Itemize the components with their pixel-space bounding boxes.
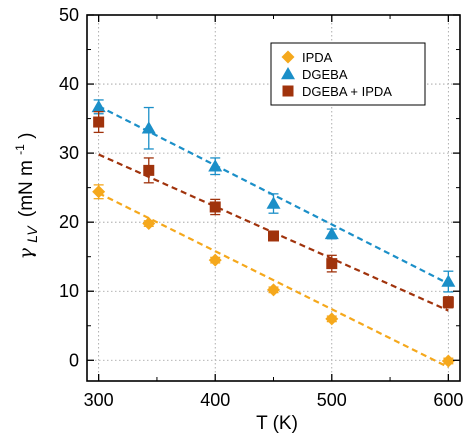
square-marker [209, 201, 221, 213]
ipda-series [92, 184, 455, 368]
legend-dgeba-ipda-marker [282, 85, 294, 97]
y-axis-unit-close: ) [16, 133, 37, 139]
y-axis-exponent: -1 [13, 144, 27, 155]
legend-dgeba-marker [281, 67, 295, 80]
y-tick-label: 0 [69, 350, 79, 370]
legend-dgeba-label: DGEBA [302, 67, 348, 82]
dgeba-ipda-series [93, 111, 454, 309]
y-axis-unit: (mN m [16, 160, 37, 217]
y-axis-symbol: γ [15, 247, 37, 259]
x-tick-label: 300 [84, 390, 114, 410]
x-tick-label: 600 [433, 390, 463, 410]
triangle-marker [441, 274, 456, 287]
legend: IPDA DGEBA DGEBA + IPDA [270, 42, 426, 106]
diamond-marker [208, 253, 222, 267]
square-marker [326, 258, 338, 270]
y-tick-labels: 0 10 20 30 40 50 [59, 5, 79, 370]
triangle-marker [141, 121, 156, 134]
square-marker [442, 296, 454, 308]
diamond-marker [441, 354, 455, 368]
triangle-marker [91, 99, 106, 113]
x-tick-labels: 300 400 500 600 [84, 390, 464, 410]
x-tick-label: 400 [200, 390, 230, 410]
y-tick-label: 20 [59, 212, 79, 232]
diamond-marker [142, 217, 156, 231]
x-tick-label: 500 [317, 390, 347, 410]
legend-dgeba-ipda-label: DGEBA + IPDA [302, 84, 392, 99]
square-marker [268, 230, 279, 242]
square-marker [143, 164, 155, 176]
legend-ipda-label: IPDA [302, 50, 333, 65]
y-tick-label: 40 [59, 74, 79, 94]
y-tick-label: 30 [59, 143, 79, 163]
triangle-marker [324, 226, 339, 240]
diamond-marker [325, 312, 339, 326]
y-axis-subscript: LV [24, 225, 40, 243]
dgeba-series [91, 99, 456, 293]
x-axis-label: T (K) [256, 413, 298, 434]
y-tick-label: 10 [59, 281, 79, 301]
diamond-marker [267, 283, 280, 297]
square-marker [93, 116, 105, 128]
legend-ipda-marker [281, 50, 295, 64]
ipda-fit-line [98, 192, 449, 369]
dgeba-fit-line [98, 105, 449, 285]
triangle-marker [208, 159, 223, 172]
data-points [91, 99, 456, 368]
y-tick-label: 50 [59, 5, 79, 25]
legend-box [270, 42, 426, 106]
diamond-marker [92, 185, 106, 199]
axis-ticks [87, 14, 460, 381]
y-axis-label: γ LV (mN m -1 ) [8, 133, 42, 260]
triangle-marker [266, 196, 281, 209]
